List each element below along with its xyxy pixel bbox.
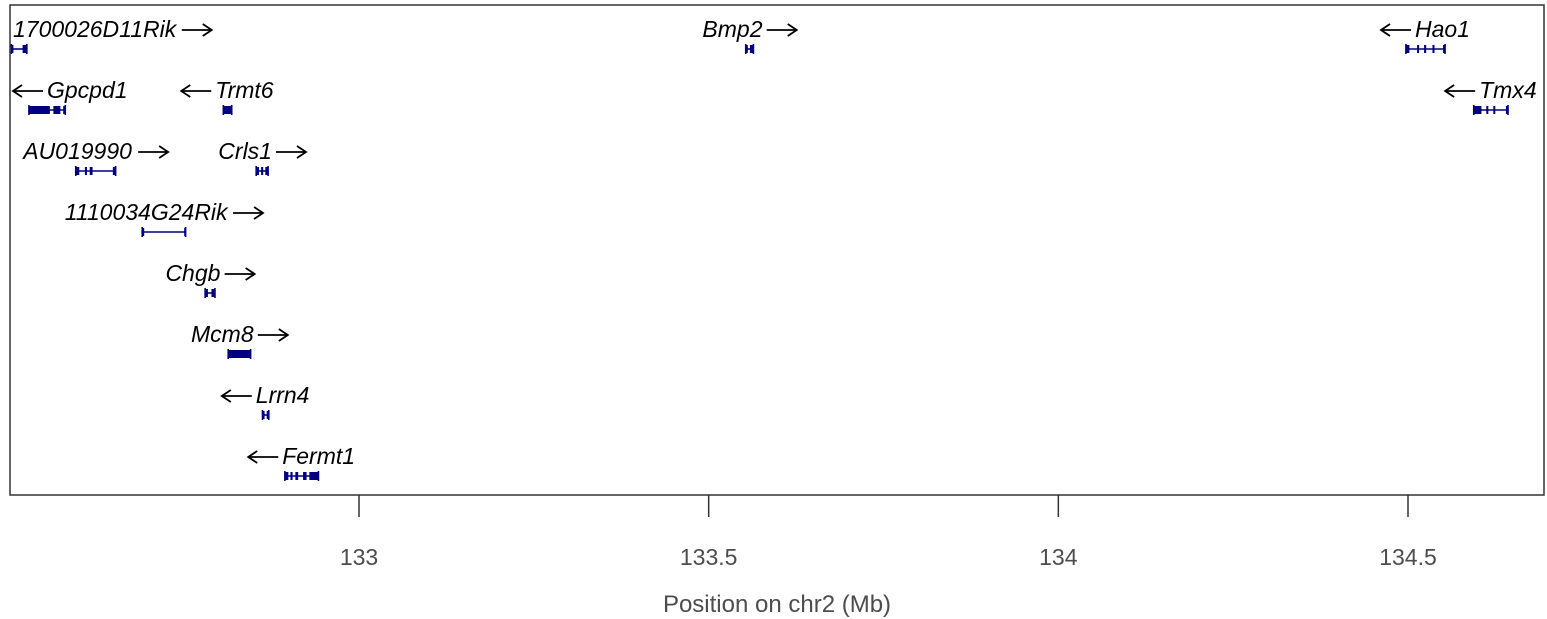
gene-label: Hao1 <box>1415 16 1470 42</box>
strand-arrow-head <box>245 267 257 281</box>
exon-block <box>262 411 265 419</box>
gene-1110034g24rik: 1110034G24Rik <box>65 199 265 237</box>
exon-block <box>295 472 299 480</box>
exon-block <box>1424 45 1427 53</box>
exon-block <box>1432 45 1435 53</box>
exon-block <box>309 472 319 480</box>
exon-block <box>142 228 145 236</box>
strand-arrow-head <box>246 450 258 464</box>
gene-chgb: Chgb <box>165 260 257 298</box>
gene-lrrn4: Lrrn4 <box>220 382 310 420</box>
exon-block <box>1417 45 1420 53</box>
strand-arrow-head <box>296 145 308 159</box>
strand-arrow-head <box>1443 84 1455 98</box>
gene-1700026d11rik: 1700026D11Rik <box>10 16 214 54</box>
gene-name: Fermt1 <box>282 443 355 469</box>
exon-block <box>1493 106 1496 114</box>
x-tick-label: 133 <box>340 544 378 570</box>
x-axis: 133 133.5 134 134.5 <box>340 495 1437 570</box>
exon-block <box>53 106 61 114</box>
gene-name: Chgb <box>165 260 220 286</box>
gene-name: Mcm8 <box>191 321 254 347</box>
exon-block <box>89 167 93 175</box>
gene-label: Lrrn4 <box>256 382 310 408</box>
gene-tmx4: Tmx4 <box>1443 77 1537 115</box>
strand-arrow-head <box>202 23 214 37</box>
strand-arrow-head <box>1379 23 1391 37</box>
gene-label: Tmx4 <box>1479 77 1537 103</box>
exon-block <box>11 45 14 53</box>
gene-au019990: AU019990 <box>21 138 170 176</box>
gene-label: AU019990 <box>21 138 132 164</box>
gene-label: 1700026D11Rik <box>13 16 178 42</box>
exon-block <box>205 289 208 297</box>
gene-label: 1110034G24Rik <box>65 199 229 225</box>
gene-label: Chgb <box>165 260 220 286</box>
gene-name: 1700026D11Rik <box>13 16 178 42</box>
gene-name: AU019990 <box>21 138 132 164</box>
gene-name: Bmp2 <box>702 16 762 42</box>
exon-block <box>290 472 293 480</box>
x-axis-title: Position on chr2 (Mb) <box>663 591 891 618</box>
exon-block <box>112 167 116 175</box>
exon-block <box>256 167 259 175</box>
exon-block <box>1486 106 1489 114</box>
gene-label: Fermt1 <box>282 443 355 469</box>
gene-crls1: Crls1 <box>218 138 308 176</box>
exon-block <box>1442 45 1446 53</box>
gene-name: Crls1 <box>218 138 272 164</box>
exon-block <box>1505 106 1509 114</box>
strand-arrow-head <box>220 389 232 403</box>
exon-block <box>303 472 307 480</box>
strand-arrow-head <box>179 84 191 98</box>
strand-arrow-head <box>11 84 23 98</box>
gene-name: Lrrn4 <box>256 382 310 408</box>
exon-block <box>261 167 264 175</box>
exon-block <box>1405 45 1410 53</box>
x-tick-label: 133.5 <box>680 544 738 570</box>
exon-block <box>266 411 269 419</box>
gene-hao1: Hao1 <box>1379 16 1470 54</box>
exon-block <box>265 167 269 175</box>
gene-name: 1110034G24Rik <box>65 199 229 225</box>
exon-block <box>75 167 80 175</box>
strand-arrow-head <box>278 328 290 342</box>
gene-bmp2: Bmp2 <box>702 16 799 54</box>
exon-block <box>745 45 748 53</box>
plot-panel <box>9 4 1545 496</box>
gene-name: Gpcpd1 <box>47 77 128 103</box>
gene-trmt6: Trmt6 <box>179 77 274 115</box>
gene-name: Hao1 <box>1415 16 1470 42</box>
exon-block <box>211 289 215 297</box>
exon-block <box>284 472 289 480</box>
exon-block <box>223 106 232 114</box>
gene-mcm8: Mcm8 <box>191 321 290 359</box>
gene-label: Gpcpd1 <box>47 77 128 103</box>
gene-label: Trmt6 <box>215 77 274 103</box>
exon-block <box>22 45 27 53</box>
exon-block <box>749 45 754 53</box>
gene-name: Trmt6 <box>215 77 274 103</box>
strand-arrow-head <box>253 206 265 220</box>
strand-arrow-head <box>787 23 799 37</box>
gene-fermt1: Fermt1 <box>246 443 355 481</box>
gene-name: Tmx4 <box>1479 77 1537 103</box>
exon-block <box>28 106 50 114</box>
gene-label: Mcm8 <box>191 321 254 347</box>
strand-arrow-head <box>158 145 170 159</box>
gene-label: Bmp2 <box>702 16 762 42</box>
exon-block <box>63 106 66 114</box>
exon-block <box>184 228 187 236</box>
genes-layer: 1700026D11Rik Bmp2 Hao1 Gpcpd1 Trmt6 Tmx4 AU01… <box>10 16 1537 481</box>
gene-gpcpd1: Gpcpd1 <box>11 77 128 115</box>
exon-block <box>228 350 251 358</box>
x-tick-label: 134 <box>1039 544 1078 570</box>
exon-block <box>84 167 87 175</box>
gene-label: Crls1 <box>218 138 272 164</box>
exon-block <box>1473 106 1482 114</box>
x-tick-label: 134.5 <box>1379 544 1437 570</box>
